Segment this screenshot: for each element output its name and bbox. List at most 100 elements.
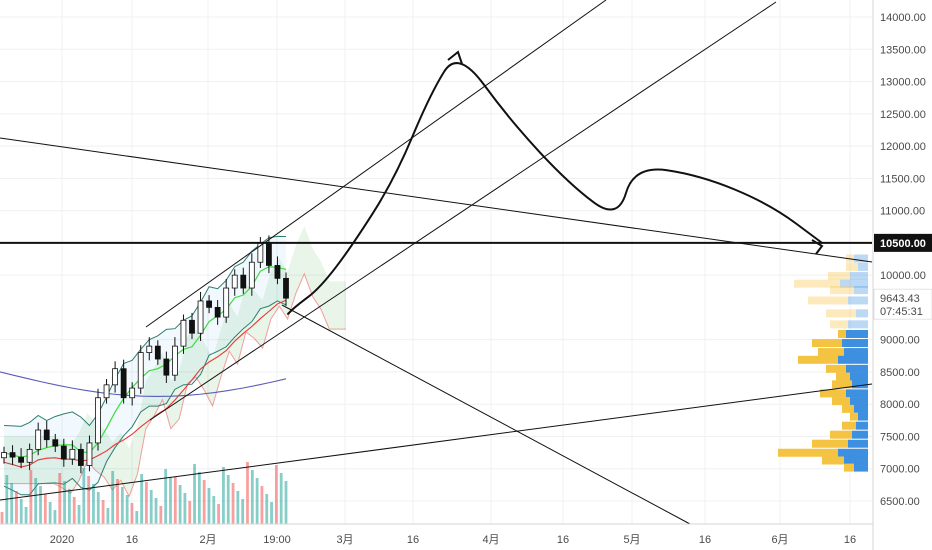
profile-row [836, 372, 868, 381]
volume-bar [231, 483, 235, 524]
profile-sell [832, 397, 850, 406]
time-tick-label: 5月 [623, 534, 640, 546]
volume-bar [53, 510, 57, 524]
candle [18, 448, 24, 469]
profile-sell [836, 372, 850, 381]
candle [206, 295, 212, 314]
profile-sell [794, 279, 840, 288]
volume-bar [125, 495, 129, 524]
profile-buy [844, 456, 868, 465]
candle-body [69, 448, 76, 460]
candle [231, 269, 238, 296]
profile-buy [858, 412, 868, 421]
profile-row [812, 439, 868, 448]
candle-body [103, 384, 110, 399]
volume-bar [260, 486, 264, 524]
price-tick-label: 14000.00 [880, 12, 926, 24]
profile-buy [840, 279, 868, 288]
profile-buy [846, 330, 868, 339]
candle [274, 256, 281, 285]
volume-bar [24, 507, 28, 524]
candle-body [214, 306, 221, 318]
candle [189, 312, 195, 340]
price-tick-label: 11500.00 [880, 173, 925, 185]
ma-fast [3, 266, 287, 458]
volume-bar [202, 480, 206, 524]
candles [1, 235, 289, 474]
profile-sell [842, 421, 856, 430]
arrowhead-peak [447, 50, 463, 65]
candle-body [180, 319, 187, 347]
band-fill [4, 236, 286, 495]
volume-bar [188, 501, 192, 524]
candle-body [248, 261, 255, 289]
trend-drawings[interactable] [0, 0, 873, 525]
profile-sell [820, 389, 846, 398]
candle [214, 299, 221, 325]
profile-row [778, 448, 868, 457]
candle [103, 379, 110, 404]
candle-body [86, 442, 93, 466]
level-label-bg [874, 233, 932, 252]
profile-buy [850, 397, 868, 406]
volume-bar [67, 489, 71, 524]
candle [223, 279, 230, 323]
candle-body [163, 358, 170, 376]
volume-bar [111, 471, 115, 524]
profile-row [830, 286, 868, 295]
volume-bar [135, 511, 139, 524]
price-axis[interactable]: 14000.00 13500.00 13000.00 12500.00 12000.00… [872, 0, 926, 550]
profile-buy [854, 254, 868, 263]
candle [26, 443, 33, 471]
candle [197, 291, 204, 341]
volume-bar [106, 508, 110, 524]
profile-buy [844, 348, 868, 357]
level-label: 10500.00 [880, 238, 926, 250]
candle [172, 337, 178, 381]
volume-bar [116, 479, 119, 524]
profile-row [826, 364, 868, 373]
profile-row [832, 397, 868, 406]
candle-body [35, 429, 42, 450]
profile-sell [826, 309, 856, 318]
band-upper [3, 235, 287, 427]
price-tick-label: 11000.00 [880, 206, 925, 218]
profile-sell [812, 339, 842, 348]
profile-sell [832, 380, 852, 389]
candle-body [274, 265, 281, 279]
candle [1, 446, 7, 464]
candle-body [266, 242, 272, 266]
candle-body [189, 319, 195, 334]
time-tick-label: 2020 [50, 534, 74, 546]
volume-bar [212, 496, 216, 524]
profile-row [820, 389, 868, 398]
profile-buy [858, 262, 868, 271]
profile-row [842, 421, 868, 430]
volume-bar [279, 473, 283, 524]
time-tick-label: 16 [844, 534, 856, 546]
volume-bar [274, 465, 278, 524]
volume-bar [270, 502, 273, 524]
profile-row [846, 262, 868, 271]
volume-bar [265, 494, 269, 524]
candle [78, 443, 84, 474]
time-axis[interactable]: 2020 16 2月 19:00 3月 16 4月 16 5月 16 6月 16 [0, 523, 873, 546]
candle [180, 314, 187, 354]
candle [129, 382, 136, 406]
profile-buy [850, 271, 868, 280]
price-tick-label: 12000.00 [880, 141, 926, 153]
countdown-label: 07:45:31 [880, 306, 923, 318]
profile-sell [846, 262, 858, 271]
candle-body [18, 456, 24, 463]
volume-bar [178, 485, 182, 524]
candle-body [154, 345, 161, 360]
volume-bar [241, 499, 245, 524]
volume-bar [246, 462, 249, 524]
candle-body [43, 429, 50, 441]
profile-buy [846, 364, 868, 373]
profile-row [830, 430, 868, 439]
price-tick-label: 9000.00 [880, 335, 920, 347]
